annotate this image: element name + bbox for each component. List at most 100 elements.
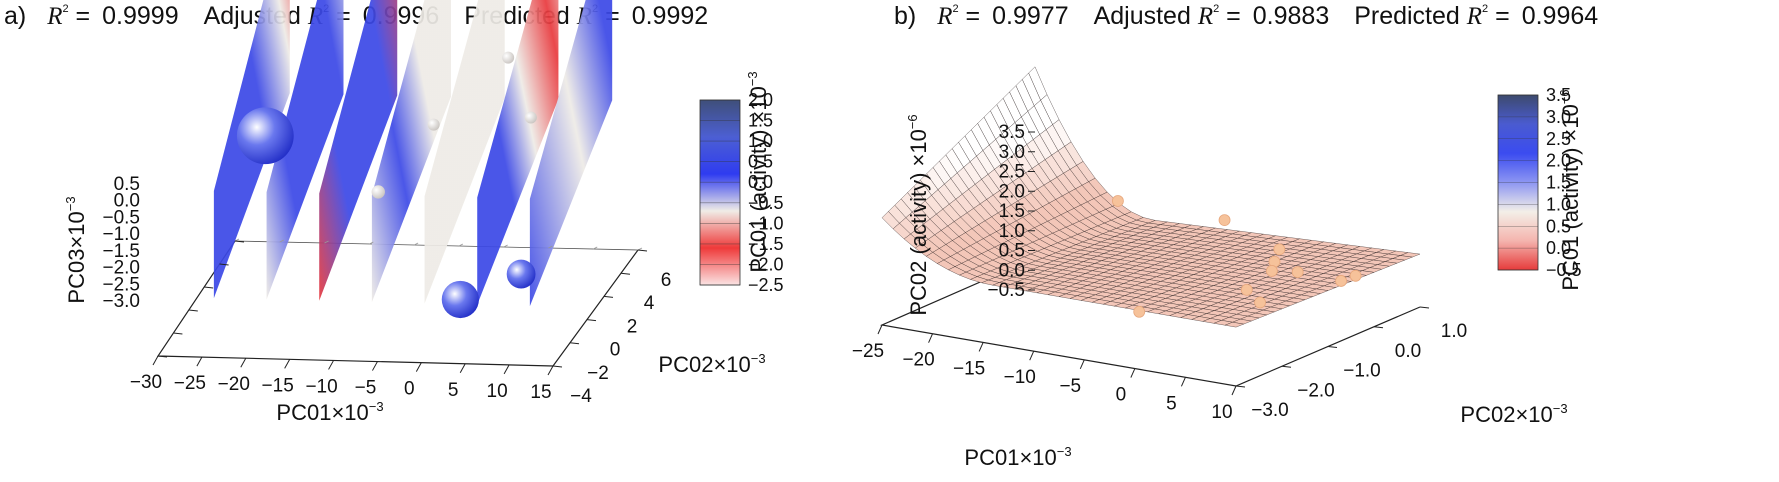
panel-a-points [236, 51, 537, 319]
y-tick-label: −3.0 [1251, 400, 1289, 421]
panel-b-ticks: −25 −20 −15 −10 −5 0 5 10 −3.0 −2.0 −1.0 0.0 1.0 3.53… [852, 122, 1467, 423]
y-tick-label: 2 [627, 316, 638, 337]
x-tick-mark [1079, 359, 1085, 370]
z-tick-label: 2.5 [999, 162, 1025, 183]
r2-value: 0.9999 [102, 2, 179, 30]
data-point-sphere [427, 118, 440, 131]
x-tick-label: −30 [130, 372, 162, 393]
data-point-sphere [371, 185, 385, 199]
z-tick-label: 3.5 [999, 122, 1025, 143]
panel-b-y-axis-label: PC02×10−3 [1460, 401, 1567, 427]
colorbar-rect [699, 99, 741, 286]
x-tick-mark [1029, 350, 1035, 361]
x-tick-mark [240, 357, 247, 368]
panel-a-colorbar-label: PC01 (activity) ×10−3 [745, 71, 771, 272]
x-tick-mark [328, 360, 334, 370]
predicted-r2-stat: Predicted R2 = [1354, 2, 1510, 30]
z-tick-label: 0.0 [114, 191, 140, 212]
panel-b-label: b) [894, 2, 917, 30]
x-back-tick [503, 244, 508, 248]
x-tick-label: 0 [1116, 385, 1127, 406]
adjusted-r2-value: 0.9883 [1252, 2, 1330, 30]
panel-a-z-axis-label: PC03×10−3 [63, 196, 89, 303]
y-left-tick [234, 240, 245, 243]
x-tick-mark [1231, 385, 1237, 396]
panel-b-surface [881, 66, 1421, 328]
data-point [1273, 243, 1286, 256]
x-tick-label: −10 [305, 376, 337, 397]
x-tick-label: −25 [174, 373, 206, 394]
y-left-tick [188, 309, 198, 312]
x-tick-label: −15 [262, 375, 294, 396]
x-tick-mark [152, 355, 159, 366]
adjusted-r2-stat: Adjusted R2 = [1093, 2, 1241, 30]
y-tick-mark [1281, 365, 1292, 368]
y-tick-mark [637, 249, 648, 252]
r2-stat: R2 = [47, 2, 91, 30]
response-slice [266, 0, 344, 300]
x-tick-mark [1130, 368, 1136, 378]
colorbar-tick-label: 0.0 [748, 172, 773, 192]
x-back-tick [548, 245, 553, 249]
z-tick-label: 3.0 [999, 142, 1025, 163]
response-slice [371, 0, 451, 303]
colorbar-tick-label: 1.0 [748, 131, 773, 151]
panel-b-x-axis-label: PC01×10−3 [964, 444, 1071, 470]
panel-a-y-axis-label: PC02×10−3 [658, 351, 765, 377]
panel-b: b) R2 = 0.9977 Adjusted R2 = 0.9883 Predic… [852, 0, 1779, 482]
x-tick-mark [978, 342, 984, 352]
data-point [1133, 305, 1146, 318]
z-tick-label: 0.5 [999, 241, 1025, 262]
y-tick-mark [552, 365, 563, 368]
x-back-tick [324, 240, 329, 244]
colorbar-tick-label: 2.5 [1546, 129, 1571, 149]
z-tick-label: −3.0 [102, 291, 140, 312]
z-tick-label: 0.5 [114, 174, 140, 195]
surface-cell [1224, 321, 1245, 328]
colorbar-tick-label: 0.5 [748, 152, 773, 172]
data-point [1254, 296, 1266, 309]
y-tick-mark [1235, 385, 1246, 388]
data-point [1265, 265, 1278, 277]
response-slice [424, 0, 505, 304]
x-back-tick [593, 246, 598, 250]
panel-b-z-axis-label: PC02 (activity) ×10−6 [905, 114, 931, 315]
y-left-tick [173, 332, 183, 335]
x-tick-label: 0 [404, 379, 415, 400]
panel-a-x-axis-label: PC01×10−3 [276, 399, 383, 425]
colorbar-tick-label: −0.5 [748, 193, 784, 213]
x-tick-label: −5 [1059, 376, 1081, 397]
z-tick-label: −1.0 [102, 224, 140, 245]
r2-value: 0.9977 [992, 2, 1069, 30]
x-tick-mark [415, 362, 422, 372]
colorbar-tick-label: 0.0 [1546, 238, 1571, 258]
data-point [1291, 266, 1304, 278]
data-point [1218, 214, 1231, 226]
z-tick-label: 1.5 [999, 201, 1025, 222]
x-tick-label: −10 [1004, 367, 1036, 388]
x-tick-label: 15 [530, 382, 551, 403]
predicted-r2-value: 0.9964 [1521, 2, 1599, 30]
predicted-r2-value: 0.9992 [631, 2, 709, 30]
y-tick-label: 0.0 [1395, 341, 1421, 362]
panel-b-points [1112, 195, 1362, 318]
colorbar-tick-label: 3.0 [1546, 107, 1571, 127]
x-tick-label: 5 [448, 380, 459, 401]
x-back-tick [369, 241, 374, 245]
z-tick-label: −0.5 [987, 280, 1025, 301]
y-left-tick [157, 355, 168, 358]
y-tick-label: 1.0 [1441, 321, 1467, 342]
z-tick-label: 2.0 [999, 181, 1025, 202]
x-tick-mark [503, 364, 510, 375]
x-back-tick [279, 239, 284, 243]
colorbar-tick-label: 1.0 [1546, 194, 1571, 214]
y-left-tick [219, 263, 229, 266]
y-tick-label: 4 [644, 293, 655, 314]
colorbar-tick-label: −2.0 [748, 254, 784, 274]
z-tick-label: −1.5 [102, 241, 140, 262]
z-tick-label: 1.0 [999, 221, 1025, 242]
data-point-sphere [236, 107, 294, 165]
data-point [1335, 275, 1347, 287]
z-tick-label: −2.0 [102, 258, 140, 279]
x-tick-label: −25 [852, 341, 884, 362]
